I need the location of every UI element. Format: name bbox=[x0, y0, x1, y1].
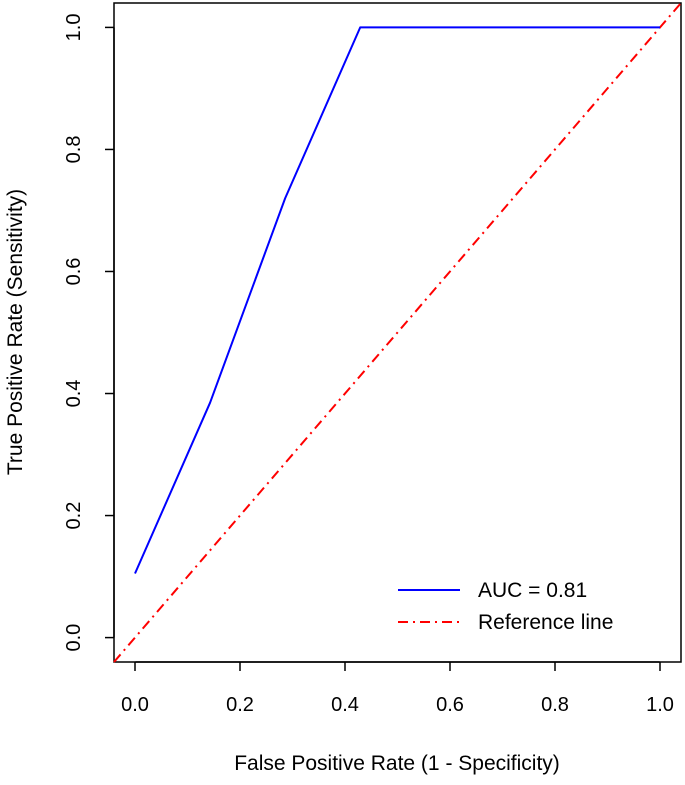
x-tick-label-3: 0.6 bbox=[436, 694, 464, 716]
y-tick-label-2: 0.4 bbox=[63, 380, 85, 408]
x-axis: 0.0 0.2 0.4 0.6 0.8 1.0 bbox=[121, 661, 674, 716]
y-tick-label-5: 1.0 bbox=[63, 14, 85, 42]
y-axis-title: True Positive Rate (Sensitivity) bbox=[4, 189, 27, 475]
series-layer bbox=[113, 2, 682, 663]
reference-line bbox=[113, 2, 682, 663]
x-tick-label-4: 0.8 bbox=[541, 694, 569, 716]
x-tick-label-1: 0.2 bbox=[226, 694, 254, 716]
x-tick-label-0: 0.0 bbox=[121, 694, 149, 716]
roc-curve-line bbox=[134, 26, 660, 574]
y-tick-label-4: 0.8 bbox=[63, 136, 85, 164]
legend: AUC = 0.81 Reference line bbox=[398, 579, 613, 634]
legend-label-auc: AUC = 0.81 bbox=[478, 579, 587, 602]
y-axis: 0.0 0.2 0.4 0.6 0.8 1.0 bbox=[63, 14, 115, 652]
x-axis-title: False Positive Rate (1 - Specificity) bbox=[234, 752, 560, 775]
legend-label-reference: Reference line bbox=[478, 611, 613, 634]
y-tick-label-0: 0.0 bbox=[63, 624, 85, 652]
x-tick-label-5: 1.0 bbox=[646, 694, 674, 716]
y-tick-label-3: 0.6 bbox=[63, 258, 85, 286]
x-tick-label-2: 0.4 bbox=[331, 694, 359, 716]
y-tick-label-1: 0.2 bbox=[63, 502, 85, 530]
